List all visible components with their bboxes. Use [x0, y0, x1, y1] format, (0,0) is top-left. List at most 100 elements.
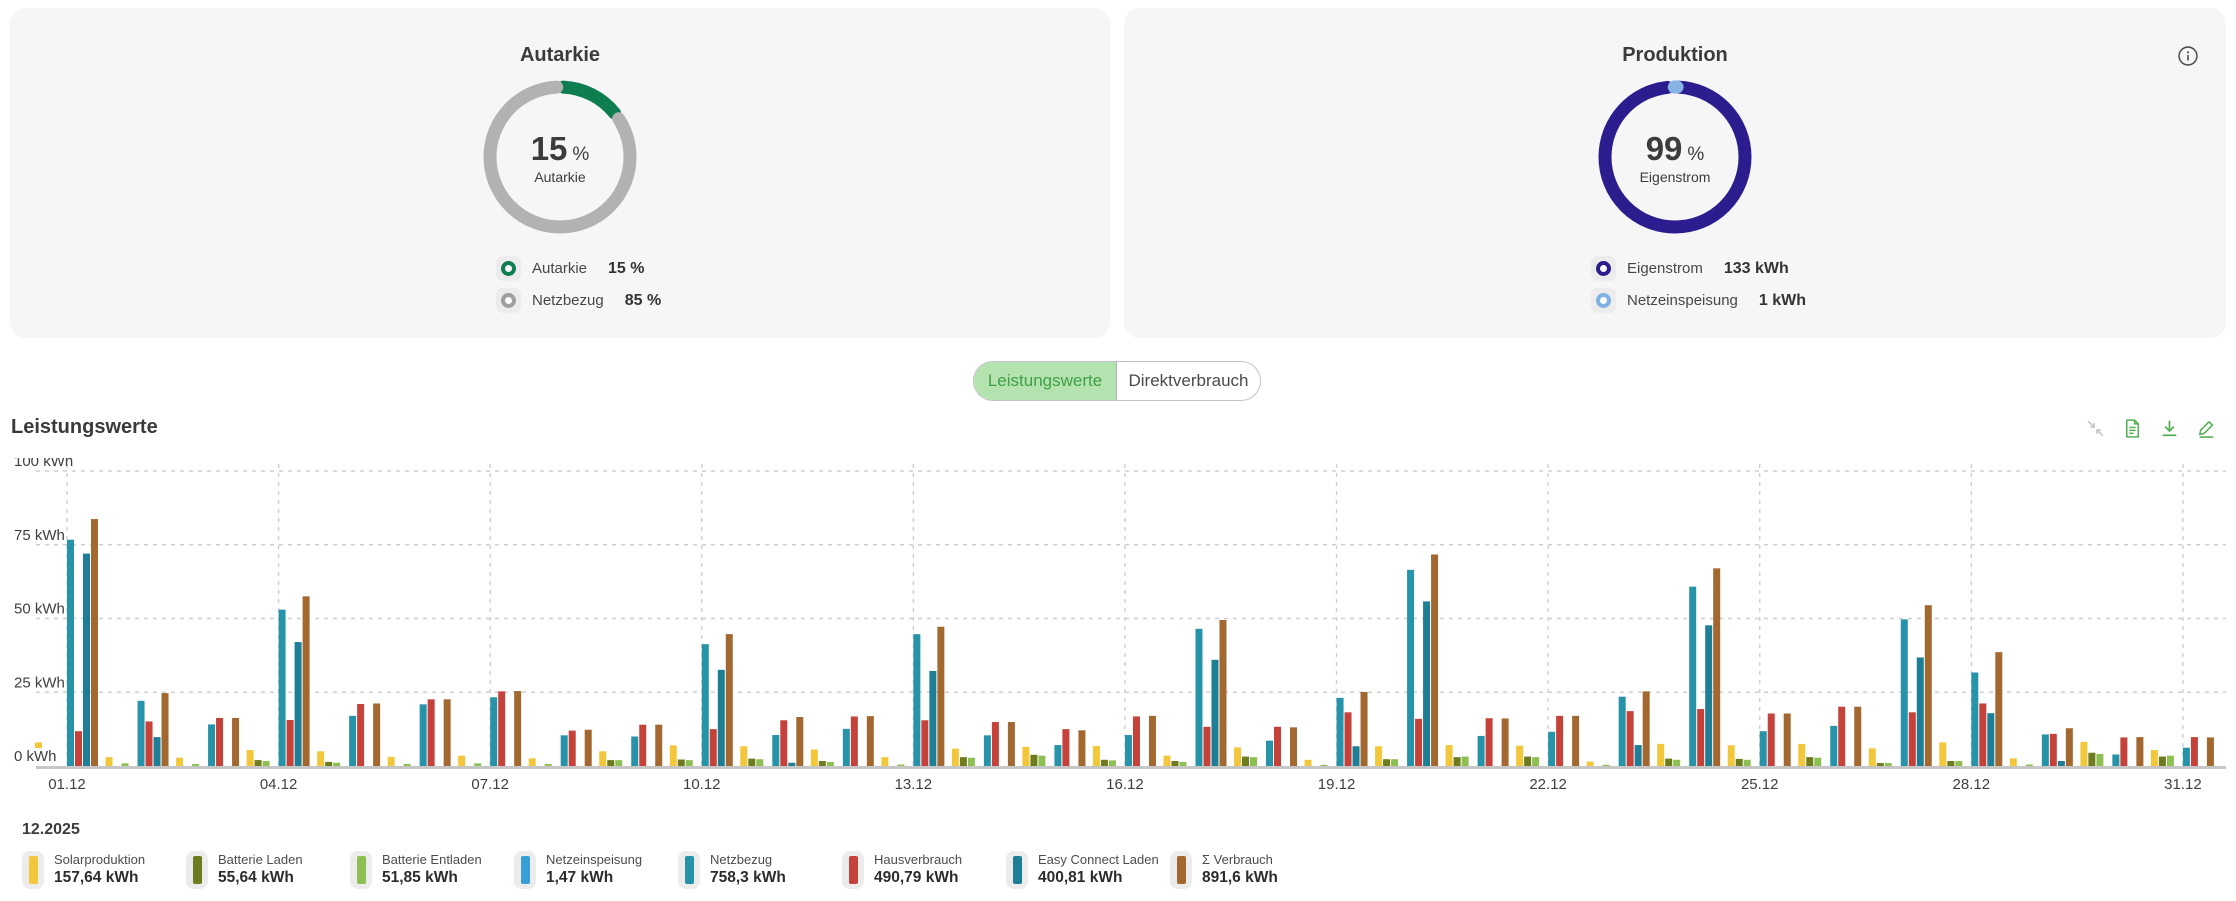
chart-legend-item-solarproduktion[interactable]: Solarproduktion 157,64 kWh: [22, 851, 186, 889]
bar: [881, 757, 889, 766]
bar: [937, 626, 945, 766]
bar: [1806, 757, 1814, 766]
bar: [1908, 712, 1916, 766]
series-total: 758,3 kWh: [710, 869, 786, 887]
bar: [740, 746, 748, 766]
bar: [1274, 726, 1282, 766]
bar: [2009, 758, 2017, 766]
toggle-direktverbrauch[interactable]: Direktverbrauch: [1117, 362, 1260, 400]
bar: [1900, 619, 1908, 766]
bar: [67, 539, 74, 766]
bar: [677, 759, 685, 766]
series-total: 400,81 kWh: [1038, 869, 1123, 887]
legend-label: Eigenstrom: [1627, 260, 1703, 277]
bar: [2096, 753, 2104, 766]
bar: [1477, 735, 1485, 766]
bar: [1203, 726, 1211, 766]
bar: [2057, 760, 2065, 766]
bar: [1485, 718, 1493, 766]
color-swatch: [192, 856, 202, 884]
bar: [246, 750, 254, 766]
chart-legend-item-batterie-laden[interactable]: Batterie Laden 55,64 kWh: [186, 851, 350, 889]
bar: [1195, 628, 1203, 766]
legend-value: 85 %: [624, 291, 662, 309]
ring-glyph: [1596, 261, 1611, 276]
bar: [325, 761, 333, 766]
chart-legend-item-verbrauch[interactable]: Σ Verbrauch 891,6 kWh: [1170, 851, 1334, 889]
bar: [137, 700, 145, 766]
edit-button[interactable]: [2195, 417, 2218, 440]
bar: [91, 519, 98, 766]
bar: [826, 761, 834, 766]
bar: [1038, 755, 1046, 766]
bar: [1955, 760, 1963, 766]
bar-chart: 0 kWh 25 kWh 50 kWh 75 kWh 100 kWh 01.12 04.12…: [6, 458, 2226, 793]
series-total: 1,47 kWh: [546, 869, 614, 887]
bar: [1171, 760, 1179, 766]
bar: [1407, 569, 1415, 766]
fit-screen-button[interactable]: [2084, 417, 2107, 440]
chart-legend-item-netzeinspeisung[interactable]: Netzeinspeisung 1,47 kWh: [514, 851, 678, 889]
bar: [1995, 652, 2003, 766]
bar: [615, 760, 623, 766]
series-total: 490,79 kWh: [874, 869, 959, 887]
x-tick-label: 31.12: [2164, 776, 2202, 793]
legend-item-autarkie[interactable]: Autarkie 15 %: [496, 256, 661, 281]
donut-segment-netzeinspeisung: [1598, 80, 1752, 234]
series-color-icon: [22, 851, 44, 889]
bar: [1572, 715, 1580, 766]
bar: [1124, 735, 1132, 766]
series-color-icon: [186, 851, 208, 889]
y-tick-label: 25 kWh: [14, 674, 65, 691]
bar: [474, 763, 482, 766]
bar: [1626, 711, 1634, 766]
legend-label: Netzeinspeisung: [1627, 292, 1738, 309]
bar: [1556, 715, 1564, 766]
bar: [2080, 741, 2088, 766]
bar: [1062, 729, 1070, 766]
autarkie-legend: Autarkie 15 % Netzbezug 85 %: [496, 256, 661, 313]
bar: [1415, 718, 1423, 766]
bar: [419, 704, 427, 766]
color-swatch: [1176, 856, 1186, 884]
chart-legend-item-easy-connect-laden[interactable]: Easy Connect Laden 400,81 kWh: [1006, 851, 1170, 889]
bar: [1947, 760, 1955, 766]
series-total: 891,6 kWh: [1202, 869, 1278, 887]
bar: [1987, 713, 1995, 766]
color-swatch: [520, 856, 530, 884]
x-tick-label: 13.12: [895, 776, 933, 793]
bar: [2041, 734, 2049, 766]
x-tick-label: 01.12: [48, 776, 86, 793]
download-button[interactable]: [2158, 417, 2181, 440]
eigenstrom-ring-icon: [1591, 256, 1616, 281]
chart-legend-item-netzbezug[interactable]: Netzbezug 758,3 kWh: [678, 851, 842, 889]
bar: [317, 751, 325, 766]
bar: [490, 697, 498, 766]
color-swatch: [28, 856, 38, 884]
bar: [584, 729, 592, 766]
legend-value: 133 kWh: [1723, 259, 1789, 277]
bar: [1524, 756, 1532, 766]
bar: [1078, 730, 1086, 766]
autarkie-card: Autarkie 15 % Autarkie Autarkie 15 % Netzb…: [10, 8, 1110, 338]
y-tick-label: 75 kWh: [14, 527, 65, 544]
report-button[interactable]: [2121, 417, 2144, 440]
bar: [2182, 747, 2190, 766]
bar: [349, 715, 357, 766]
bar: [145, 721, 153, 766]
chart-legend-item-batterie-entladen[interactable]: Batterie Entladen 51,85 kWh: [350, 851, 514, 889]
chart-period-label: 12.2025: [22, 821, 80, 838]
color-swatch: [848, 856, 858, 884]
legend-item-netzeinspeisung[interactable]: Netzeinspeisung 1 kWh: [1591, 288, 1806, 313]
bar: [1022, 746, 1030, 766]
info-icon[interactable]: [2176, 44, 2200, 68]
toggle-leistungswerte[interactable]: Leistungswerte: [974, 362, 1117, 400]
legend-item-netzbezug[interactable]: Netzbezug 85 %: [496, 288, 661, 313]
chart-section-title: Leistungswerte: [11, 416, 158, 438]
bar: [1705, 625, 1713, 766]
legend-item-eigenstrom[interactable]: Eigenstrom 133 kWh: [1591, 256, 1806, 281]
bar: [1383, 759, 1391, 766]
chart-legend-item-hausverbrauch[interactable]: Hausverbrauch 490,79 kWh: [842, 851, 1006, 889]
netzbezug-ring-icon: [496, 288, 521, 313]
